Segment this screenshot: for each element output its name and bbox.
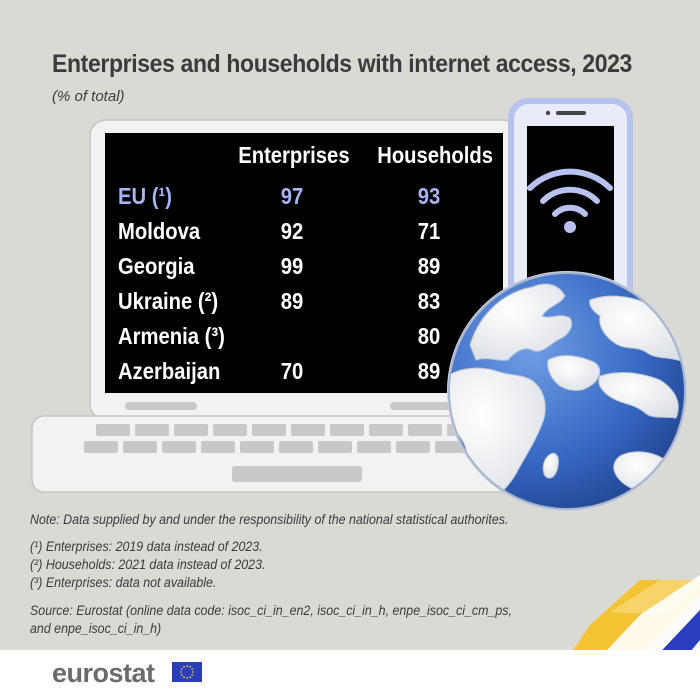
table-row-label: Ukraine (²): [118, 288, 219, 314]
keyboard-key: [174, 424, 208, 436]
source-line-2: and enpe_isoc_ci_in_h): [30, 621, 162, 636]
table-row-label: EU (¹): [118, 183, 172, 209]
table-cell-enterprises: 92: [280, 218, 304, 244]
keyboard-key: [252, 424, 286, 436]
keyboard-key: [396, 441, 430, 453]
keyboard-key: [291, 424, 325, 436]
keyboard-key: [96, 424, 130, 436]
flag-star: [183, 665, 185, 668]
keyboard-key: [408, 424, 442, 436]
globe-icon: [447, 271, 687, 511]
flag-star: [186, 677, 188, 679]
laptop-screen: [105, 133, 503, 393]
flag-star: [180, 668, 183, 670]
eu-flag-icon: [172, 662, 202, 682]
phone: [508, 98, 633, 318]
keyboard-key: [318, 441, 352, 453]
page-title: Enterprises and households with internet…: [52, 50, 632, 78]
table-row-label: Georgia: [118, 253, 195, 279]
footnote-1: (¹) Enterprises: 2019 data instead of 20…: [30, 539, 263, 554]
keyboard-key: [240, 441, 274, 453]
table-cell-enterprises: 99: [280, 253, 304, 279]
note-main: Note: Data supplied by and under the res…: [30, 512, 509, 527]
footnote-2: (²) Households: 2021 data instead of 202…: [30, 557, 266, 572]
table-cell-enterprises: 97: [280, 183, 304, 209]
col-header-enterprises: Enterprises: [238, 142, 350, 168]
col-header-households: Households: [377, 142, 494, 168]
footer: [0, 650, 700, 700]
flag-star: [189, 665, 191, 668]
table-cell-households: 89: [417, 253, 441, 279]
flag-star: [191, 674, 194, 676]
table-cell-enterprises: 89: [280, 288, 304, 314]
keyboard-key: [84, 441, 118, 453]
table-cell-households: 83: [417, 288, 441, 314]
table-row-label: Moldova: [118, 218, 201, 244]
table-row-label: Armenia (³): [118, 323, 225, 349]
page-subtitle: (% of total): [52, 88, 125, 105]
keyboard-key: [213, 424, 247, 436]
table-cell-enterprises: 70: [280, 358, 304, 384]
flag-star: [191, 668, 194, 670]
wifi-icon: [527, 168, 613, 217]
keyboard-key: [123, 441, 157, 453]
trackpad: [232, 466, 362, 482]
flag-star: [180, 671, 182, 673]
flag-star: [192, 671, 194, 673]
table-row-label: Azerbaijan: [118, 358, 221, 384]
flag-star: [180, 674, 183, 676]
eurostat-logo: eurostat: [52, 658, 155, 688]
footnote-3: (³) Enterprises: data not available.: [30, 575, 217, 590]
table-cell-households: 80: [417, 323, 441, 349]
keyboard-key: [135, 424, 169, 436]
table-cell-households: 89: [417, 358, 441, 384]
flag-star: [189, 676, 191, 679]
keyboard-key: [369, 424, 403, 436]
keyboard-key: [279, 441, 313, 453]
keyboard-key: [201, 441, 235, 453]
source-line-1: Source: Eurostat (online data code: isoc…: [30, 603, 512, 618]
keyboard-key: [357, 441, 391, 453]
flag-star: [186, 665, 188, 667]
table-cell-households: 71: [417, 218, 441, 244]
laptop: [31, 119, 583, 493]
flag-star: [183, 676, 185, 679]
table-cell-households: 93: [417, 183, 441, 209]
keyboard-key: [330, 424, 364, 436]
keyboard-key: [162, 441, 196, 453]
